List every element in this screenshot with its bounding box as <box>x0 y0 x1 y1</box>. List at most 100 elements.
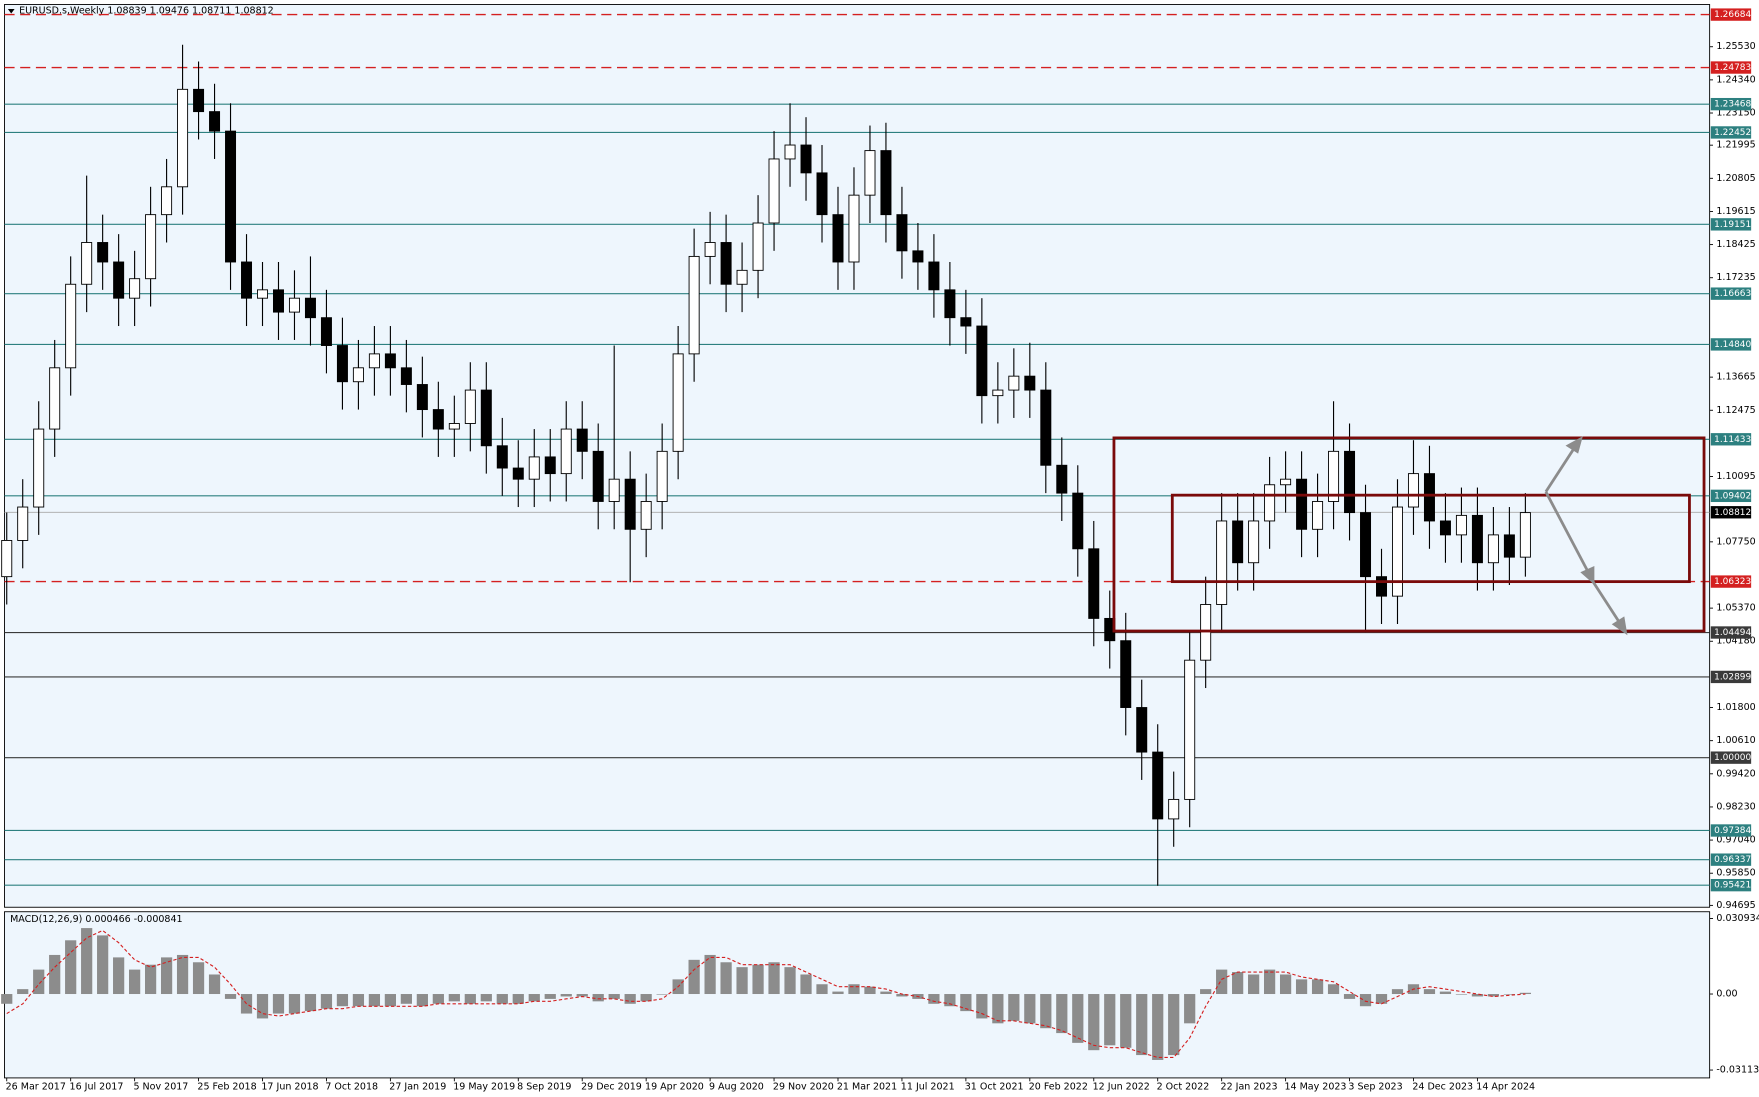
level-label-bg <box>1710 670 1752 684</box>
projection-arrows <box>1544 436 1628 636</box>
candle-body <box>816 172 828 216</box>
macd-bar <box>896 994 908 997</box>
macd-title: MACD(12,26,9) 0.000466 -0.000841 <box>10 914 182 925</box>
level-label-bg <box>1710 751 1752 764</box>
candle-body <box>272 289 284 313</box>
candle-body <box>880 150 892 216</box>
candle-body <box>81 242 93 285</box>
macd-bar <box>1088 994 1100 1051</box>
x-tick-label: 26 Mar 2017 <box>6 1081 66 1092</box>
macd-bar <box>1184 994 1196 1024</box>
macd-bar <box>480 994 492 1002</box>
macd-bar <box>592 994 604 1002</box>
level-label: 1.02899 <box>1714 672 1751 682</box>
candle-body <box>193 88 205 113</box>
candle-body <box>1376 576 1388 597</box>
macd-bar <box>704 954 716 995</box>
x-tick-label: 24 Dec 2023 <box>1412 1081 1473 1092</box>
menu-arrow[interactable] <box>7 8 15 14</box>
level-label: 1.06323 <box>1714 577 1751 587</box>
candle-body <box>161 186 173 216</box>
candle-body <box>1152 751 1164 820</box>
macd-bar <box>1200 989 1212 995</box>
candle-body <box>1232 520 1244 564</box>
x-tick-label: 29 Nov 2020 <box>773 1081 834 1092</box>
candle-body <box>944 289 956 319</box>
macd-bar <box>1455 994 1468 995</box>
candle-body <box>1503 534 1515 558</box>
candle-body <box>1264 484 1276 522</box>
level-label: 1.09402 <box>1714 491 1751 501</box>
candle-body <box>1455 514 1467 536</box>
macd-bar <box>1487 994 1500 997</box>
y-tick-label: 0.95850 <box>1716 868 1755 879</box>
x-tick-label: 29 Dec 2019 <box>581 1081 642 1092</box>
candle-body <box>928 261 940 291</box>
price-panel <box>4 4 1711 908</box>
x-tick-label: 19 May 2019 <box>453 1081 515 1092</box>
level-label: 0.96337 <box>1714 855 1751 865</box>
y-tick-label: 1.13665 <box>1716 372 1755 383</box>
macd-bar <box>304 994 317 1012</box>
y-tick-label: 1.24340 <box>1716 74 1755 85</box>
macd-bar <box>560 994 572 997</box>
level-label: 1.16663 <box>1714 289 1751 299</box>
macd-bar <box>1152 994 1164 1060</box>
x-tick-label: 3 Sep 2023 <box>1348 1081 1402 1092</box>
macd-bar <box>496 994 508 1004</box>
macd-bar <box>976 994 988 1019</box>
macd-bar <box>688 959 700 995</box>
range-box-inner <box>1170 493 1691 584</box>
macd-y-tick-label: 0.00 <box>1716 989 1737 1000</box>
level-label: 0.97384 <box>1714 826 1751 836</box>
macd-bar <box>1 994 13 1004</box>
candle-body <box>1519 512 1531 558</box>
macd-bar <box>81 928 93 995</box>
macd-bar <box>1343 994 1356 999</box>
level-label: 1.00000 <box>1714 753 1751 763</box>
macd-bar <box>720 962 732 995</box>
candle-body <box>864 150 876 196</box>
candle-body <box>848 194 860 263</box>
macd-bar <box>176 954 189 995</box>
level-label: 1.24783 <box>1714 63 1751 73</box>
plot-layer: 1.25530 1.24340 1.23150 1.21995 1.20805 1.196… <box>1 8 1759 1092</box>
x-tick-label: 8 Sep 2019 <box>517 1081 571 1092</box>
macd-bar <box>848 984 860 995</box>
candle-body <box>1439 520 1451 536</box>
macd-bar <box>832 991 844 995</box>
candle-body <box>1088 548 1100 619</box>
macd-bar <box>17 989 29 995</box>
y-tick-label: 1.00610 <box>1716 735 1755 746</box>
level-label-bg <box>1710 824 1752 837</box>
candle-body <box>1423 473 1435 522</box>
y-tick-label: 1.23150 <box>1716 108 1755 119</box>
level-label-bg <box>1710 853 1752 866</box>
candle-body <box>560 428 572 475</box>
macd-bar <box>544 994 556 999</box>
candle-body <box>1328 450 1340 502</box>
macd-bar <box>129 969 141 995</box>
candle-body <box>304 297 316 319</box>
macd-bar <box>49 954 61 995</box>
level-label: 1.14840 <box>1714 340 1751 350</box>
macd-bar <box>256 994 269 1019</box>
candle-body <box>352 367 364 383</box>
x-tick-label: 7 Oct 2018 <box>325 1081 378 1092</box>
macd-bar <box>656 994 668 995</box>
macd-bar <box>1008 994 1020 1021</box>
chart-title: EURUSD.s,Weekly 1.08839 1.09476 1.08711 … <box>19 6 274 17</box>
macd-bar <box>416 994 428 1007</box>
candle-body <box>592 450 604 502</box>
macd-bar <box>352 994 365 1007</box>
x-tick-label: 11 Jul 2021 <box>901 1081 955 1092</box>
x-tick-label: 14 May 2023 <box>1284 1081 1346 1092</box>
candle-body <box>368 353 380 369</box>
macd-bar <box>1279 974 1292 995</box>
candle-body <box>608 478 620 502</box>
candle-body <box>49 367 61 430</box>
macd-bar <box>1072 994 1084 1043</box>
level-label-bg <box>1710 489 1752 503</box>
macd-bar <box>97 935 109 995</box>
y-tick-label: 1.04180 <box>1716 636 1755 647</box>
